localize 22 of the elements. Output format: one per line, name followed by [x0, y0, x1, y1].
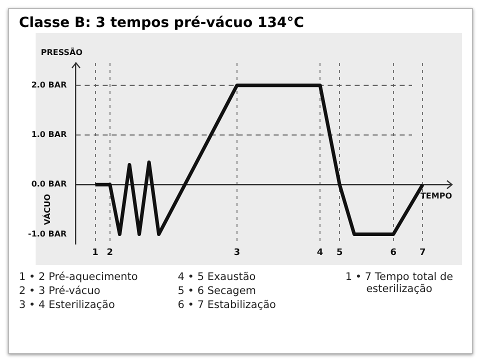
- text: 3 • 4 Esterilização: [19, 299, 116, 311]
- text: 4 • 5 Exaustão: [178, 271, 257, 283]
- text: 6 • 7 Estabilização: [178, 299, 277, 311]
- x-axis-title: TEMPO: [420, 192, 452, 201]
- text: 5 • 6 Secagem: [178, 285, 258, 297]
- x-tick-label: 1: [92, 248, 98, 258]
- y-tick-label: -1.0 BAR: [28, 229, 67, 238]
- text: 1 • 7 Tempo total de esterilização: [344, 271, 454, 295]
- text: 2 • 3 Pré-vácuo: [19, 285, 102, 297]
- x-tick-label: 2: [106, 248, 114, 258]
- x-tick-label: 3: [234, 248, 240, 258]
- y-tick-label: 2.0 BAR: [31, 80, 67, 90]
- x-tick-label: 5: [336, 248, 343, 258]
- y-tick-label: 1.0 BAR: [31, 130, 67, 140]
- chart-title: Classe B: 3 tempos pré-vácuo 134°C: [19, 15, 305, 31]
- x-tick-label: 4: [316, 248, 324, 258]
- text: VÁCUO: [42, 194, 52, 225]
- x-tick-label: 6: [390, 248, 396, 258]
- x-tick-label: 7: [420, 248, 426, 258]
- y-tick-label: 0.0 BAR: [31, 180, 67, 189]
- text: 1 • 2 Pré-aquecimento: [19, 271, 139, 283]
- y-axis-title: PRESSÃO: [40, 47, 83, 57]
